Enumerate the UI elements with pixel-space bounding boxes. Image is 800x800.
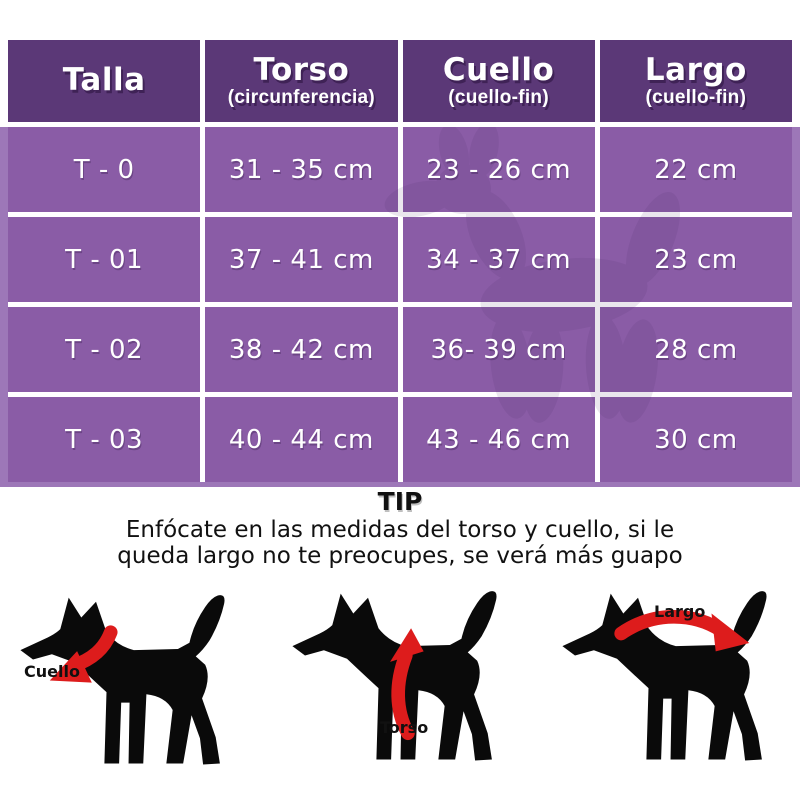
girth-measure-arrow-icon [390,628,424,741]
header-cell-talla: Talla [8,40,201,122]
table-cell-torso: 40 - 44 cm [205,397,398,482]
tip-line: queda largo no te preocupes, se verá más… [117,543,683,569]
column-title: Largo [644,52,747,88]
dog-figure-torso: Torso [284,586,529,798]
neck-measure-arrow-icon [49,625,118,683]
table-cell-torso: 37 - 41 cm [205,217,398,302]
tip-text: Enfócate en las medidas del torso y cuel… [50,517,750,569]
table-cell-cuello: 43 - 46 cm [402,397,595,482]
table-cell-cuello: 23 - 26 cm [402,127,595,212]
dog-figure-largo: Largo [554,586,799,798]
table-body: T - 0 31 - 35 cm 23 - 26 cm 22 cm T - 01… [8,127,792,482]
header-cell-largo: Largo (cuello-fin) [599,40,792,122]
table-cell-cuello: 34 - 37 cm [402,217,595,302]
measure-label-largo: Largo [654,602,706,621]
column-subtitle: (circunferencia) [227,86,376,108]
tip-line: Enfócate en las medidas del torso y cuel… [125,517,675,543]
header-cell-cuello: Cuello (cuello-fin) [402,40,595,122]
table-cell-size: T - 0 [8,127,201,212]
column-subtitle: (cuello-fin) [448,86,549,108]
dog-figure-cuello: Cuello [12,590,257,800]
table-cell-largo: 22 cm [599,127,792,212]
table-cell-size: T - 03 [8,397,201,482]
table-cell-size: T - 01 [8,217,201,302]
column-title: Talla [62,62,146,99]
table-cell-size: T - 02 [8,307,201,392]
table-cell-torso: 31 - 35 cm [205,127,398,212]
table-cell-largo: 30 cm [599,397,792,482]
header-cell-torso: Torso (circunferencia) [205,40,398,122]
column-title: Cuello [442,52,555,88]
dog-silhouette-icon [292,591,497,761]
length-measure-arrow-icon [614,610,750,652]
table-cell-cuello: 36- 39 cm [402,307,595,392]
column-title: Torso [253,52,350,88]
dog-silhouette-icon [20,595,225,765]
dog-silhouette-icon [562,591,767,761]
table-cell-largo: 23 cm [599,217,792,302]
tip-title: TIP [377,487,423,516]
table-cell-largo: 28 cm [599,307,792,392]
table-cell-torso: 38 - 42 cm [205,307,398,392]
measure-label-torso: Torso [380,718,429,737]
table-header-row: Talla Torso (circunferencia) Cuello (cue… [8,40,792,122]
measure-label-cuello: Cuello [24,662,80,681]
column-subtitle: (cuello-fin) [645,86,747,108]
